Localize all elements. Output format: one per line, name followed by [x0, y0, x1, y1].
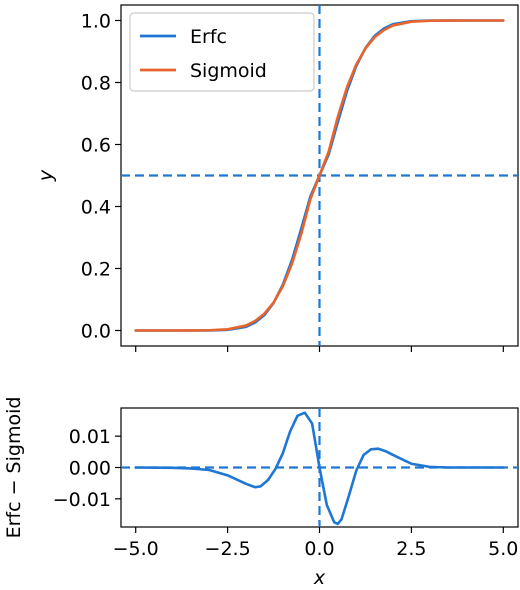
y-axis-label: Erfc − Sigmoid [3, 397, 25, 539]
legend-box [129, 12, 315, 92]
x-tick-label: 0.0 [304, 538, 334, 560]
x-axis-label: x [313, 567, 326, 589]
y-tick-label: 0.8 [81, 73, 111, 95]
x-tick-label: −5.0 [113, 538, 159, 560]
y-tick-label: 0.2 [81, 259, 111, 281]
y-tick-label: 0.6 [81, 135, 111, 157]
y-axis-label: y [35, 169, 57, 182]
y-tick-label: 0.4 [81, 197, 111, 219]
panel-top: 0.0 0.2 0.4 0.6 0.8 1.0 y Erfc Sigmoid [35, 4, 519, 352]
x-tick-label: −2.5 [205, 538, 251, 560]
y-tick-label: 0.01 [69, 426, 111, 448]
legend: Erfc Sigmoid [129, 12, 315, 92]
panel-bottom: −5.0 −2.5 0.0 2.5 5.0 −0.01 0.00 0.01 Erfc − Sig… [3, 397, 519, 589]
y-tick-label: 0.00 [69, 458, 111, 480]
x-tick-label: 5.0 [488, 538, 518, 560]
legend-label-erfc: Erfc [190, 26, 227, 48]
y-tick-label: 0.0 [81, 321, 111, 343]
y-tick-label: −0.01 [53, 489, 111, 511]
legend-label-sigmoid: Sigmoid [190, 60, 267, 82]
series-line-difference [134, 411, 505, 526]
series-line-sigmoid [134, 19, 505, 332]
y-tick-label: 1.0 [81, 11, 111, 33]
x-tick-label: 2.5 [396, 538, 426, 560]
